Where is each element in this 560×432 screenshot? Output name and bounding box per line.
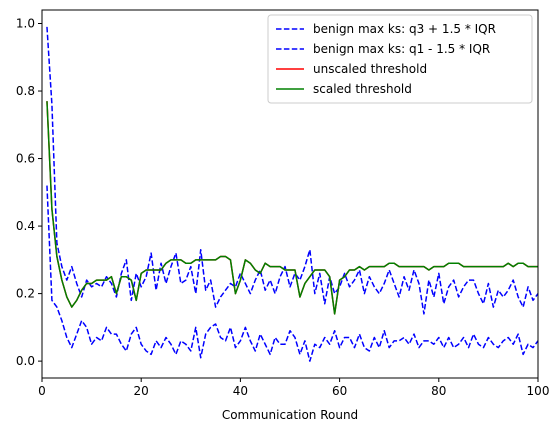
series-line-1 — [46, 26, 539, 315]
y-tick-label: 0.0 — [16, 354, 35, 368]
y-axis: 0.0 0.2 0.4 0.6 0.8 1.0 — [16, 17, 42, 368]
plot-frame — [41, 9, 539, 379]
legend-label: unscaled threshold — [313, 62, 427, 76]
x-tick-label: 100 — [527, 384, 550, 398]
series-layer — [46, 26, 539, 362]
series-line-4 — [46, 101, 538, 315]
x-tick-label: 0 — [38, 384, 46, 398]
y-tick-label: 0.2 — [16, 287, 35, 301]
legend: benign max ks: q3 + 1.5 * IQR benign max … — [267, 14, 533, 104]
x-tick-label: 40 — [233, 384, 248, 398]
legend-label: benign max ks: q3 + 1.5 * IQR — [313, 22, 496, 36]
series-line-2 — [46, 185, 539, 362]
y-tick-label: 1.0 — [16, 17, 35, 31]
x-tick-label: 20 — [134, 384, 149, 398]
legend-box — [267, 14, 533, 104]
x-tick-label: 60 — [332, 384, 347, 398]
legend-label: scaled threshold — [313, 82, 412, 96]
x-axis-title: Communication Round — [222, 408, 358, 422]
x-axis: 0 20 40 60 80 100 — [38, 378, 549, 398]
y-tick-label: 0.8 — [16, 84, 35, 98]
y-tick-label: 0.6 — [16, 152, 35, 166]
legend-label: benign max ks: q1 - 1.5 * IQR — [313, 42, 490, 56]
x-tick-label: 80 — [431, 384, 446, 398]
y-tick-label: 0.4 — [16, 219, 35, 233]
